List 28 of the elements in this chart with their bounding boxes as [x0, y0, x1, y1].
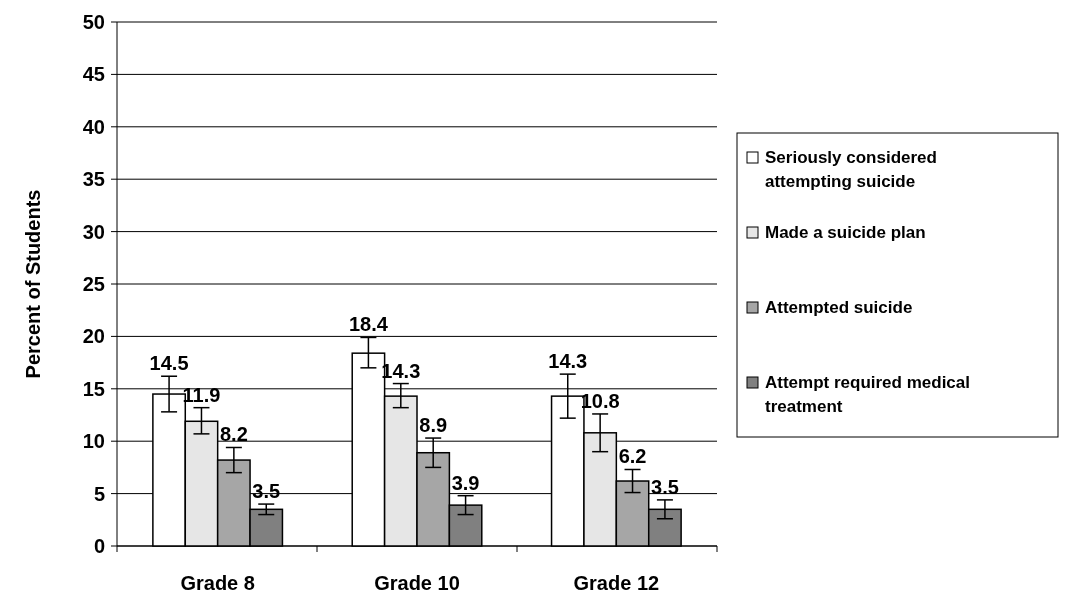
y-tick-label: 5 — [93, 482, 105, 505]
y-tick-label: 20 — [82, 325, 105, 348]
data-label: 3.9 — [451, 471, 480, 494]
y-tick-label: 15 — [82, 377, 105, 400]
y-axis-title: Percent of Students — [22, 189, 44, 379]
data-label: 6.2 — [618, 445, 647, 468]
y-tick-label: 0 — [93, 535, 105, 557]
x-tick-label: Grade 10 — [374, 572, 460, 594]
y-tick-label: 40 — [82, 115, 105, 138]
y-tick-label: 30 — [82, 220, 105, 243]
x-tick-label: Grade 8 — [180, 572, 255, 594]
legend-label: Attempted suicide — [765, 298, 913, 317]
y-tick-label: 50 — [82, 11, 105, 33]
data-label: 11.9 — [182, 383, 221, 406]
data-label: 8.9 — [419, 414, 448, 437]
y-tick-label: 45 — [82, 63, 105, 86]
data-label: 3.5 — [651, 475, 679, 498]
y-tick-label: 25 — [82, 273, 105, 295]
x-tick-label: Grade 12 — [573, 572, 660, 594]
data-label: 14.3 — [548, 350, 588, 373]
y-tick-label: 10 — [82, 430, 105, 453]
data-label: 8.2 — [219, 423, 248, 446]
data-label: 14.5 — [149, 352, 189, 375]
legend-label: Made a suicide plan — [765, 223, 926, 242]
legend-label: Seriously considered attempting suicide — [765, 148, 937, 191]
data-label: 18.4 — [348, 313, 389, 336]
y-tick-label: 35 — [82, 168, 105, 191]
legend-label: Attempt required medical treatment — [765, 373, 970, 416]
